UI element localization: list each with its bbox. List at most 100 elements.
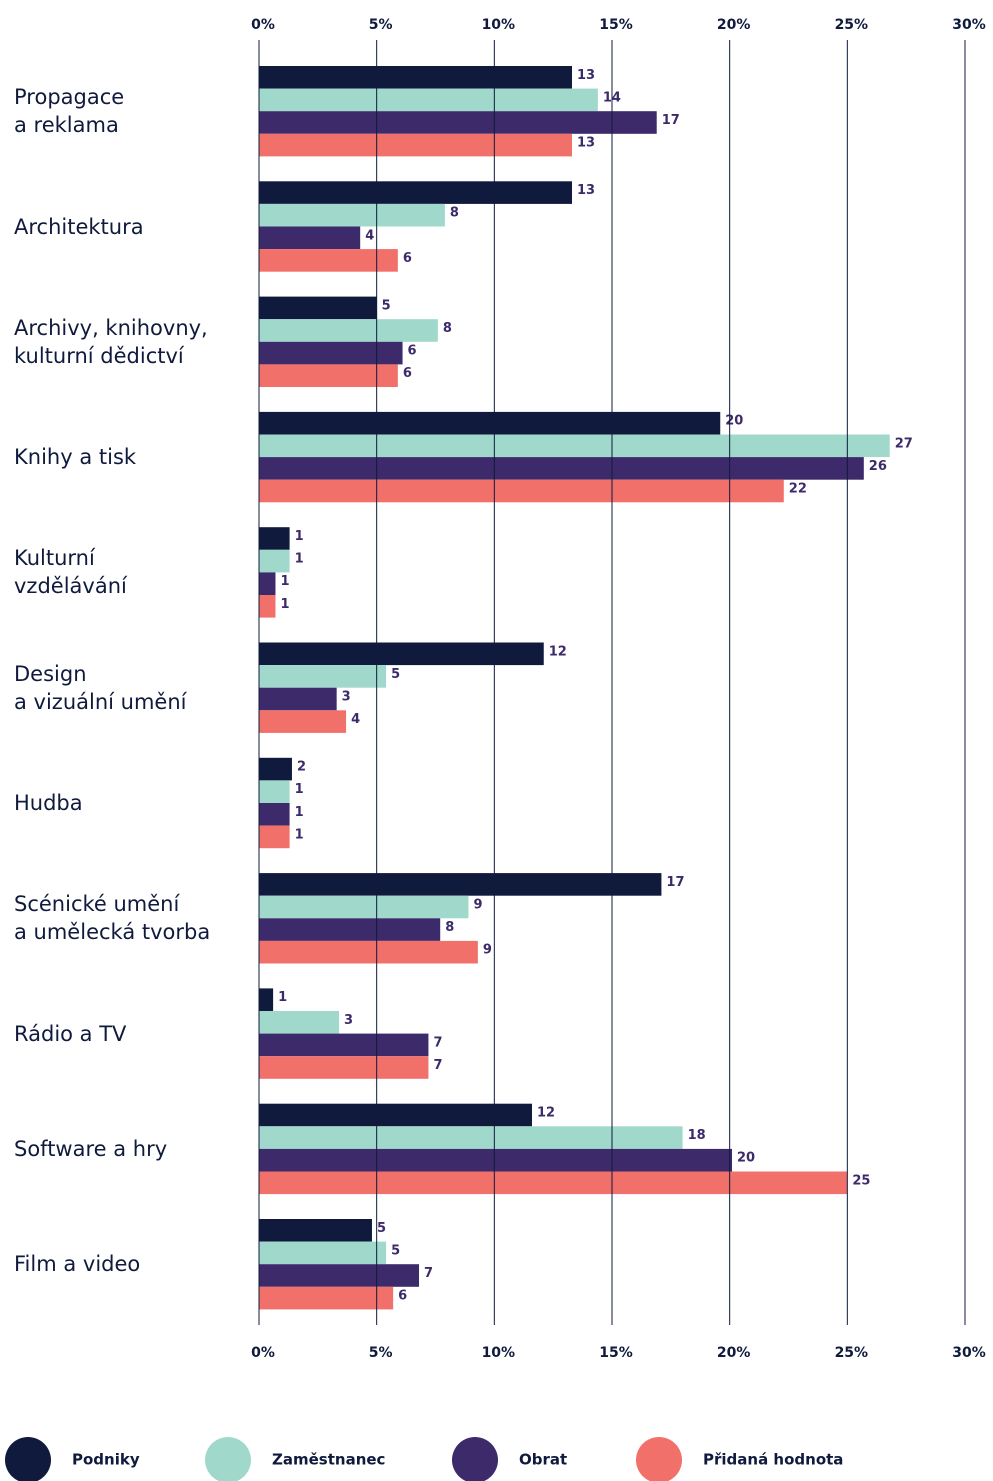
category-label: Rádio a TV: [14, 1021, 127, 1046]
value-label: 1: [295, 827, 304, 842]
value-label: 6: [408, 344, 417, 359]
value-label: 9: [483, 943, 492, 958]
value-label: 5: [377, 1221, 386, 1236]
category-label: Software a hry: [14, 1136, 168, 1161]
bar: [259, 988, 274, 1011]
legend-label: Přidaná hodnota: [703, 1451, 843, 1469]
x-tick-label: 25%: [835, 17, 869, 33]
value-label: 1: [280, 597, 289, 612]
category-label: Kulturní vzdělávání: [14, 546, 127, 599]
value-label: 5: [382, 298, 391, 313]
bar: [259, 873, 662, 896]
bar: [259, 1033, 429, 1057]
category-label: Scénické umění a umělecká tvorba: [14, 892, 211, 945]
value-label: 4: [351, 712, 360, 727]
bar: [259, 803, 290, 826]
value-label: 7: [433, 1058, 442, 1073]
value-label: 1: [278, 990, 287, 1005]
bar: [259, 572, 276, 595]
value-label: 12: [549, 644, 567, 659]
value-label: 7: [433, 1035, 442, 1050]
category-label: Architektura: [14, 214, 144, 239]
x-tick-label: 10%: [482, 17, 516, 33]
value-label: 4: [365, 228, 374, 243]
value-label: 22: [789, 482, 807, 497]
x-tick-label: 30%: [952, 1345, 986, 1361]
legend-label: Zaměstnanec: [272, 1451, 385, 1469]
bar: [259, 249, 398, 272]
bar: [259, 133, 572, 157]
x-tick-label: 5%: [369, 17, 393, 33]
bar: [259, 457, 864, 480]
value-label: 12: [537, 1106, 555, 1121]
x-tick-label: 30%: [952, 17, 986, 33]
bar: [259, 1056, 429, 1079]
bar: [259, 527, 290, 550]
bar: [259, 1148, 733, 1172]
bar: [259, 757, 292, 781]
category-label: Hudba: [14, 791, 83, 815]
value-label: 17: [666, 875, 684, 890]
bar: [259, 595, 276, 618]
value-label: 6: [403, 251, 412, 266]
bar: [259, 341, 403, 365]
value-label: 1: [295, 782, 304, 797]
bar: [259, 1171, 848, 1195]
category-label: Film a video: [14, 1252, 141, 1277]
bar: [259, 181, 572, 204]
category-label: Design a vizuální umění: [14, 661, 187, 714]
bar: [259, 1219, 372, 1242]
bar: [259, 434, 890, 458]
value-label: 1: [280, 574, 289, 589]
value-label: 1: [295, 805, 304, 820]
value-label: 18: [688, 1128, 706, 1143]
value-label: 26: [869, 459, 887, 474]
x-tick-label: 25%: [835, 1345, 869, 1361]
bar: [259, 479, 784, 503]
legend-label: Obrat: [519, 1451, 567, 1469]
legend-swatch: [636, 1437, 682, 1481]
value-label: 5: [391, 1243, 400, 1258]
legend-label: Podniky: [72, 1451, 140, 1469]
bar: [259, 825, 290, 849]
x-tick-label: 20%: [717, 1345, 751, 1361]
bar: [259, 918, 441, 941]
legend-swatch: [5, 1437, 51, 1481]
bar: [259, 1011, 340, 1034]
x-tick-label: 0%: [251, 17, 275, 33]
x-tick-label: 15%: [599, 17, 633, 33]
bar: [259, 940, 478, 964]
x-tick-label: 20%: [717, 17, 751, 33]
value-label: 8: [445, 920, 454, 935]
bar: [259, 687, 337, 711]
bar: [259, 1103, 532, 1127]
bar: [259, 549, 290, 573]
value-label: 8: [450, 206, 459, 221]
category-label: Propagace a reklama: [14, 85, 125, 138]
bar: [259, 780, 290, 803]
bar: [259, 665, 387, 688]
value-label: 13: [577, 68, 595, 83]
bar: [259, 296, 377, 320]
bar: [259, 1286, 394, 1310]
value-label: 20: [737, 1151, 755, 1166]
value-label: 8: [443, 321, 452, 336]
bar: [259, 319, 438, 342]
bar: [259, 1264, 420, 1287]
value-label: 6: [398, 1289, 407, 1304]
x-tick-label: 10%: [482, 1345, 516, 1361]
value-label: 13: [577, 183, 595, 198]
legend-swatch: [452, 1437, 498, 1481]
value-label: 3: [342, 690, 351, 705]
value-label: 27: [895, 436, 913, 451]
bar: [259, 226, 361, 250]
value-label: 20: [725, 414, 743, 429]
category-label: Archivy, knihovny, kulturní dědictví: [14, 315, 208, 368]
value-label: 17: [662, 113, 680, 128]
legend-swatch: [205, 1437, 251, 1481]
value-label: 9: [473, 898, 482, 913]
bar: [259, 111, 657, 134]
x-tick-label: 0%: [251, 1345, 275, 1361]
